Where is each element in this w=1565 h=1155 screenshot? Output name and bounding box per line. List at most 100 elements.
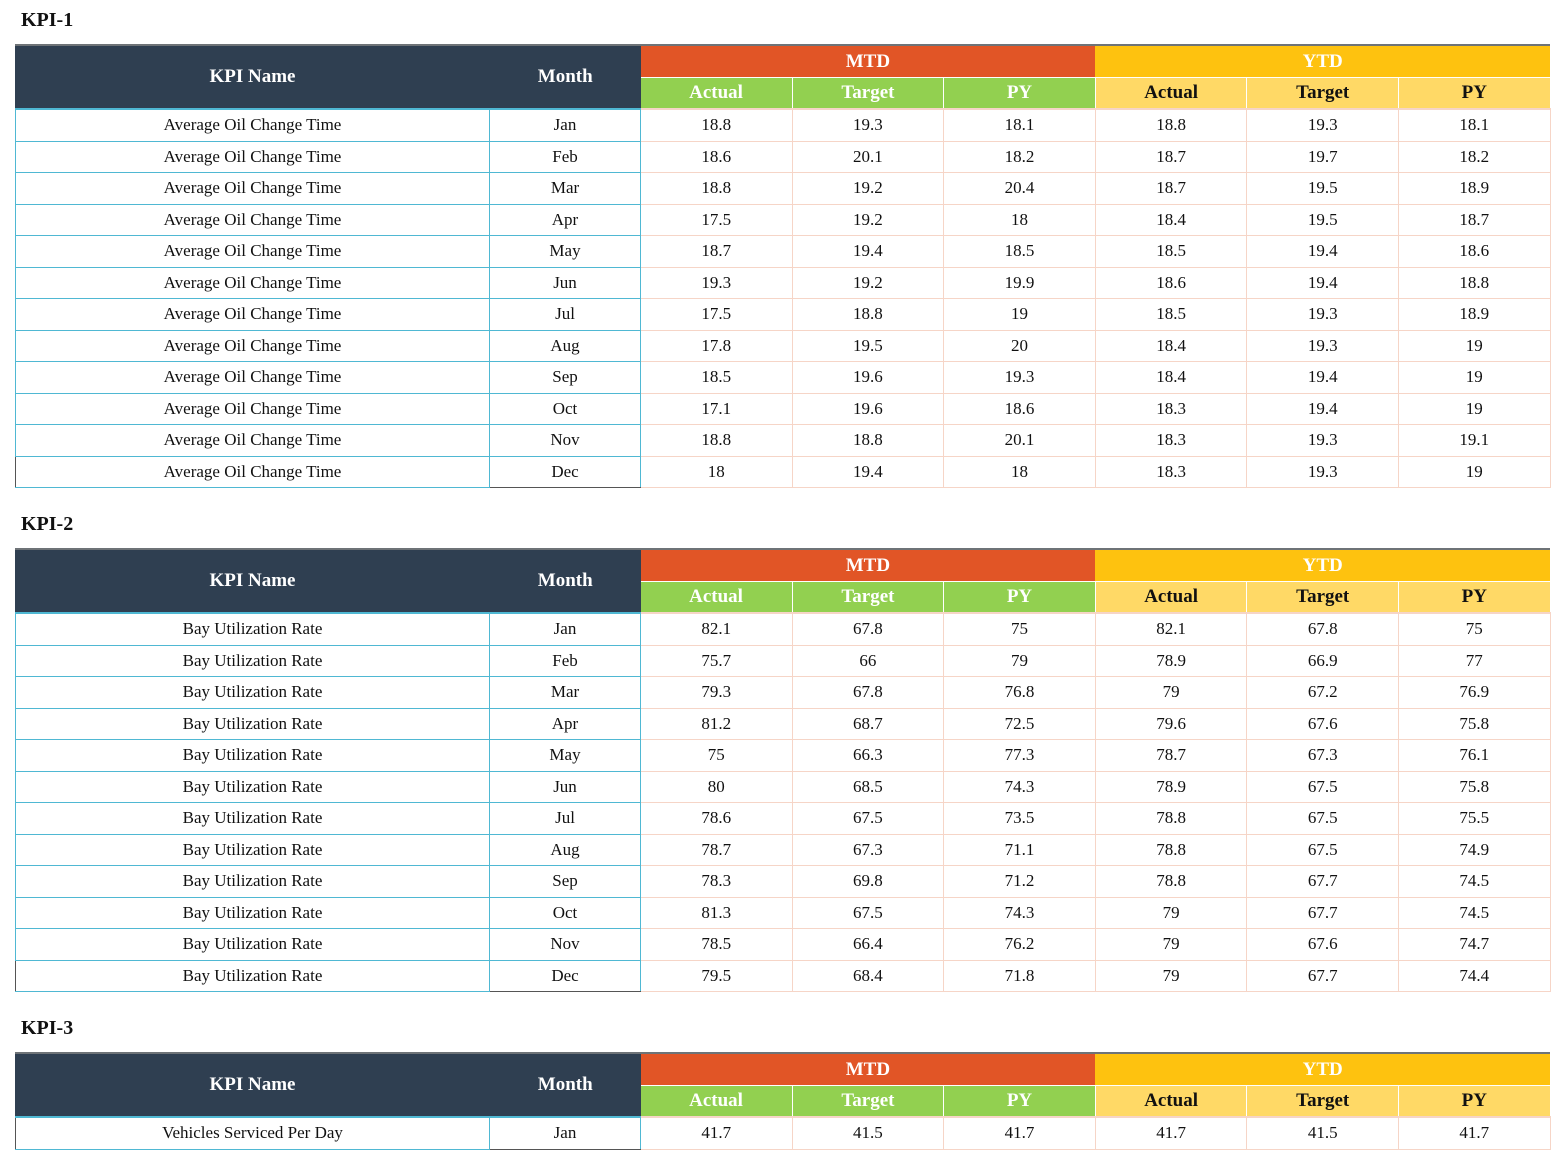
month-cell: Feb (489, 645, 641, 677)
month-cell: May (489, 739, 641, 772)
ytd-actual-cell: 78.8 (1095, 834, 1248, 866)
kpi-name-cell: Average Oil Change Time (15, 361, 490, 394)
ytd-actual-cell: 78.8 (1095, 865, 1248, 898)
ytd-py-cell: 75 (1398, 613, 1551, 646)
mtd-target-cell: 19.4 (792, 235, 945, 268)
mtd-py-cell: 19.3 (943, 361, 1096, 394)
mtd-py-header: PY (943, 77, 1096, 110)
table-row: Bay Utilization Rate Sep 78.3 69.8 71.2 78.8 6… (15, 865, 1551, 898)
mtd-py-cell: 19 (943, 298, 1096, 331)
table-row: Bay Utilization Rate Nov 78.5 66.4 76.2 79 67.… (15, 928, 1551, 961)
mtd-actual-cell: 78.5 (640, 928, 793, 961)
ytd-actual-cell: 78.8 (1095, 802, 1248, 835)
ytd-target-cell: 19.4 (1246, 393, 1399, 425)
mtd-target-cell: 66 (792, 645, 945, 677)
kpi-table-body: Bay Utilization Rate Jan 82.1 67.8 75 82.1 67.… (15, 613, 1551, 992)
ytd-actual-cell: 18.3 (1095, 424, 1248, 457)
month-cell: Jul (489, 802, 641, 835)
ytd-py-cell: 75.8 (1398, 771, 1551, 803)
kpi-name-cell: Average Oil Change Time (15, 298, 490, 331)
mtd-py-cell: 20 (943, 330, 1096, 362)
month-cell: Dec (489, 960, 641, 992)
mtd-actual-cell: 81.2 (640, 708, 793, 740)
ytd-actual-header: Actual (1095, 77, 1248, 110)
mtd-target-cell: 69.8 (792, 865, 945, 898)
ytd-header: YTD (1095, 548, 1551, 582)
ytd-actual-cell: 78.7 (1095, 739, 1248, 772)
mtd-target-cell: 67.8 (792, 676, 945, 709)
kpi-table-body: Average Oil Change Time Jan 18.8 19.3 18.1 18… (15, 109, 1551, 488)
kpi-title: KPI-1 (21, 9, 74, 31)
ytd-py-cell: 75.8 (1398, 708, 1551, 740)
ytd-target-header: Target (1246, 1085, 1399, 1118)
kpi-name-cell: Average Oil Change Time (15, 172, 490, 205)
ytd-py-cell: 75.5 (1398, 802, 1551, 835)
ytd-actual-cell: 41.7 (1095, 1117, 1248, 1150)
mtd-py-cell: 18.2 (943, 141, 1096, 173)
mtd-actual-header: Actual (640, 1085, 793, 1118)
mtd-py-cell: 76.2 (943, 928, 1096, 961)
kpi-name-cell: Bay Utilization Rate (15, 928, 490, 961)
ytd-actual-cell: 18.4 (1095, 204, 1248, 236)
mtd-py-cell: 18.5 (943, 235, 1096, 268)
ytd-target-cell: 19.3 (1246, 424, 1399, 457)
mtd-target-cell: 68.4 (792, 960, 945, 992)
kpi-name-cell: Average Oil Change Time (15, 424, 490, 457)
mtd-target-cell: 18.8 (792, 298, 945, 331)
mtd-target-cell: 18.8 (792, 424, 945, 457)
month-cell: Apr (489, 708, 641, 740)
table-row: Average Oil Change Time Apr 17.5 19.2 18 18.4… (15, 204, 1551, 236)
ytd-py-header: PY (1398, 581, 1551, 614)
mtd-actual-cell: 18.5 (640, 361, 793, 394)
mtd-actual-cell: 18.8 (640, 424, 793, 457)
ytd-py-cell: 74.5 (1398, 897, 1551, 929)
ytd-actual-cell: 18.3 (1095, 393, 1248, 425)
mtd-py-cell: 71.2 (943, 865, 1096, 898)
mtd-target-cell: 41.5 (792, 1117, 945, 1150)
kpi-table: KPI Name Month MTD YTD Actual Target PY … (15, 1052, 1551, 1150)
table-row: Average Oil Change Time Aug 17.8 19.5 20 18.4… (15, 330, 1551, 362)
ytd-py-cell: 18.1 (1398, 109, 1551, 142)
mtd-actual-cell: 18.7 (640, 235, 793, 268)
ytd-py-cell: 18.9 (1398, 298, 1551, 331)
kpi-name-cell: Vehicles Serviced Per Day (15, 1117, 490, 1150)
ytd-actual-cell: 18.7 (1095, 172, 1248, 205)
ytd-actual-cell: 78.9 (1095, 771, 1248, 803)
ytd-target-cell: 19.7 (1246, 141, 1399, 173)
ytd-target-cell: 66.9 (1246, 645, 1399, 677)
ytd-actual-cell: 79 (1095, 897, 1248, 929)
ytd-target-cell: 19.4 (1246, 361, 1399, 394)
mtd-header: MTD (640, 548, 1096, 582)
ytd-py-cell: 76.1 (1398, 739, 1551, 772)
kpi-name-header: KPI Name (15, 548, 490, 614)
mtd-target-cell: 19.3 (792, 109, 945, 142)
ytd-py-cell: 18.7 (1398, 204, 1551, 236)
month-cell: Jun (489, 267, 641, 299)
mtd-header: MTD (640, 1052, 1096, 1086)
month-header: Month (489, 548, 641, 614)
ytd-actual-header: Actual (1095, 1085, 1248, 1118)
mtd-py-cell: 74.3 (943, 897, 1096, 929)
ytd-target-cell: 67.6 (1246, 708, 1399, 740)
ytd-target-cell: 67.8 (1246, 613, 1399, 646)
table-row: Bay Utilization Rate Jun 80 68.5 74.3 78.9 67.… (15, 771, 1551, 803)
kpi-name-header: KPI Name (15, 1052, 490, 1118)
mtd-target-header: Target (792, 581, 945, 614)
table-row: Average Oil Change Time Mar 18.8 19.2 20.4 18… (15, 172, 1551, 205)
table-row: Average Oil Change Time Jan 18.8 19.3 18.1 18… (15, 109, 1551, 142)
month-cell: Apr (489, 204, 641, 236)
ytd-target-cell: 67.5 (1246, 802, 1399, 835)
ytd-target-cell: 19.3 (1246, 109, 1399, 142)
month-cell: Aug (489, 330, 641, 362)
mtd-target-cell: 67.5 (792, 897, 945, 929)
kpi-name-cell: Average Oil Change Time (15, 267, 490, 299)
mtd-py-header: PY (943, 581, 1096, 614)
month-cell: Mar (489, 676, 641, 709)
table-row: Bay Utilization Rate Dec 79.5 68.4 71.8 79 67.… (15, 960, 1551, 992)
ytd-py-cell: 74.9 (1398, 834, 1551, 866)
table-row: Bay Utilization Rate Oct 81.3 67.5 74.3 79 67.… (15, 897, 1551, 929)
month-cell: Nov (489, 928, 641, 961)
ytd-target-cell: 67.5 (1246, 771, 1399, 803)
kpi-name-cell: Bay Utilization Rate (15, 960, 490, 992)
month-cell: May (489, 235, 641, 268)
